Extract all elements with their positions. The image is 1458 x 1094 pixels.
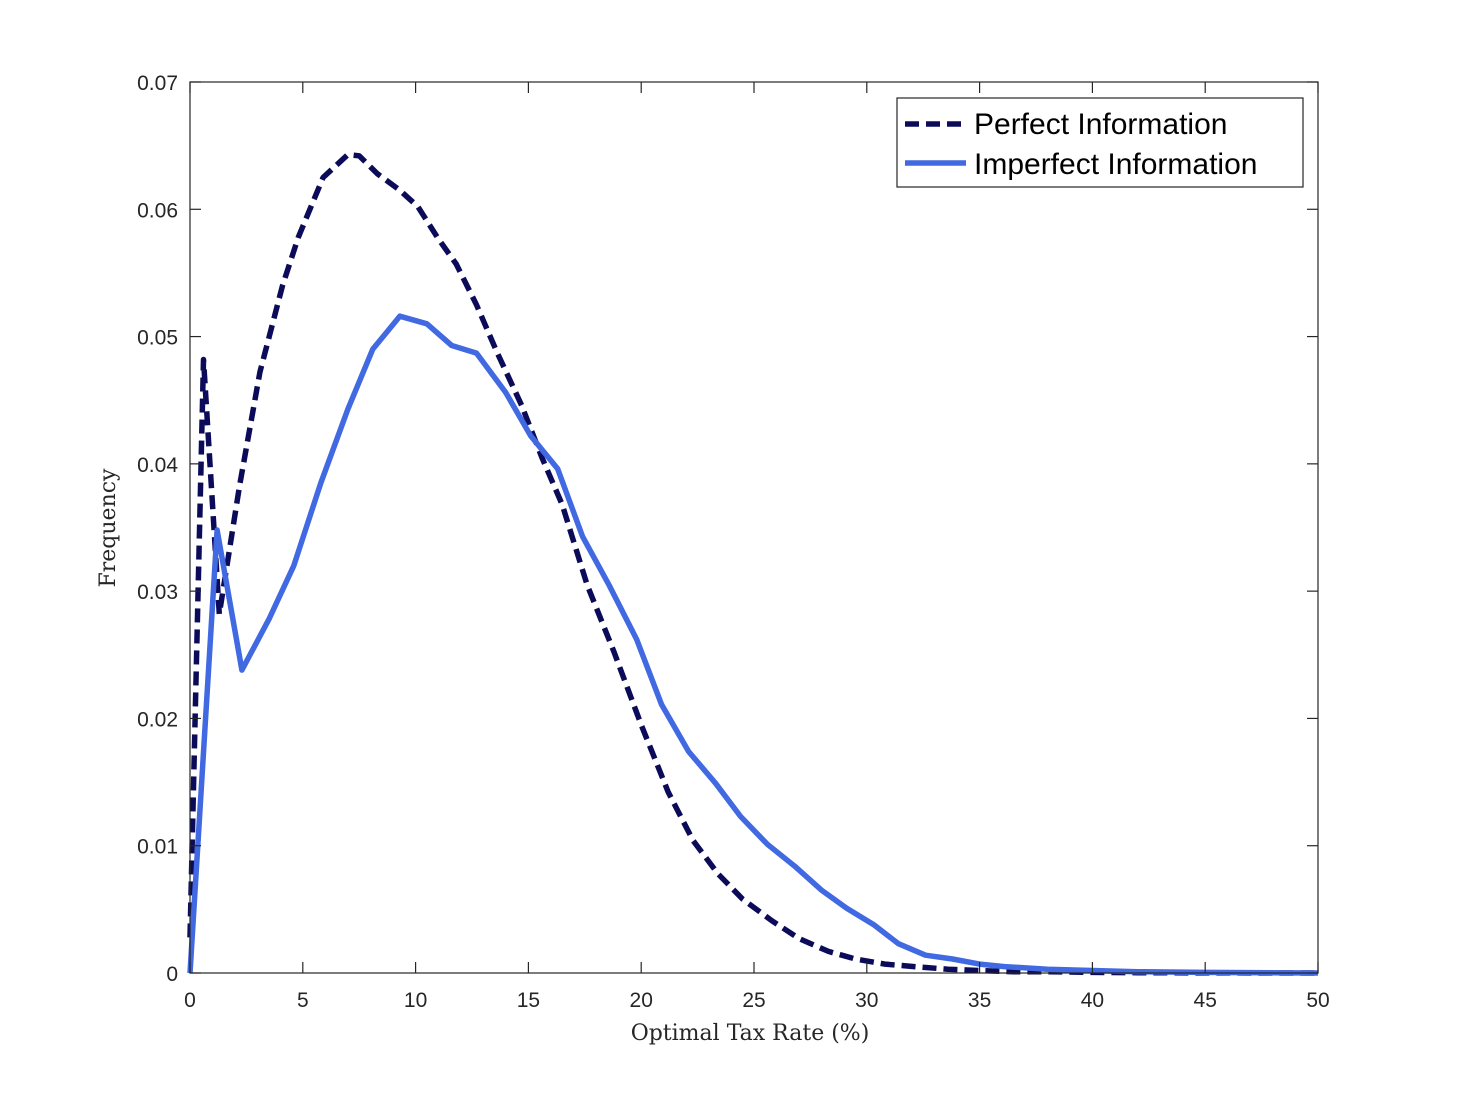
x-tick-label: 5	[297, 989, 309, 1012]
x-tick-label: 15	[517, 989, 540, 1012]
plot-area	[190, 82, 1318, 973]
legend-label-perfect: Perfect Information	[974, 108, 1227, 141]
y-tick-label: 0	[166, 963, 178, 986]
series-line-perfect-information	[187, 151, 1319, 976]
x-tick-label: 10	[404, 989, 427, 1012]
x-axis-title: Optimal Tax Rate (%)	[631, 1021, 870, 1046]
x-tick-label: 20	[630, 989, 653, 1012]
legend-label-imperfect: Imperfect Information	[974, 148, 1257, 181]
y-tick-label: 0.05	[137, 327, 178, 350]
x-tick-label: 30	[855, 989, 878, 1012]
y-axis-title: Frequency	[96, 468, 121, 588]
x-tick-label: 50	[1306, 989, 1329, 1012]
x-tick-label: 45	[1194, 989, 1217, 1012]
y-tick-label: 0.04	[137, 454, 178, 477]
y-tick-label: 0.06	[137, 199, 178, 222]
legend: Perfect Information Imperfect Informatio…	[896, 97, 1304, 188]
y-tick-label: 0.07	[137, 72, 178, 95]
y-tick-label: 0.03	[137, 581, 178, 604]
y-tick-label: 0.02	[137, 708, 178, 731]
legend-box	[896, 97, 1304, 188]
x-tick-label: 40	[1081, 989, 1104, 1012]
x-tick-label: 25	[742, 989, 765, 1012]
tick-layer: 0 5 10 15 20 25 30 35 40 45 50 0 0.01 0.02 0.03 0.04 0.0…	[137, 72, 1330, 1012]
x-tick-label: 35	[968, 989, 991, 1012]
y-tick-label: 0.01	[137, 836, 178, 859]
x-tick-label: 0	[184, 989, 196, 1012]
